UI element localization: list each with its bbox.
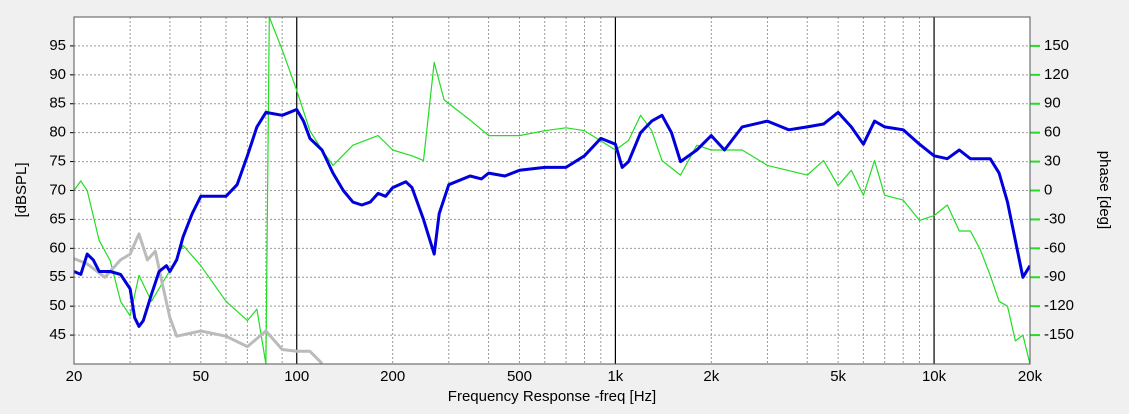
y-axis-label: [dBSPL] <box>13 162 30 217</box>
y-tick-label: 50 <box>49 297 66 314</box>
x-tick-label: 500 <box>507 368 532 385</box>
x-tick-label: 100 <box>284 368 309 385</box>
y-tick-label: 80 <box>49 124 66 141</box>
y2-tick-label: -120 <box>1044 297 1074 314</box>
x-tick-label: 200 <box>380 368 405 385</box>
y-tick-label: 45 <box>49 326 66 343</box>
y-tick-label: 95 <box>49 37 66 54</box>
series-line <box>74 17 1030 364</box>
y2-tick-label: 120 <box>1044 66 1069 83</box>
series-line <box>74 232 324 364</box>
y-tick-label: 90 <box>49 66 66 83</box>
plot-border <box>73 16 1031 365</box>
y2-tick-label: -150 <box>1044 326 1074 343</box>
series-line <box>74 108 1030 328</box>
x-tick-label: 5k <box>830 368 846 385</box>
x-tick-label: 20k <box>1018 368 1043 385</box>
x-tick-label: 2k <box>703 368 719 385</box>
y-tick-label: 60 <box>49 239 66 256</box>
x-axis-label: Frequency Response -freq [Hz] <box>448 388 656 405</box>
y2-tick-label: -90 <box>1044 268 1066 285</box>
y-tick-label: 75 <box>49 153 66 170</box>
y2-tick-label: -30 <box>1044 210 1066 227</box>
y2-tick-label: 30 <box>1044 153 1061 170</box>
y2-tick-label: -60 <box>1044 239 1066 256</box>
x-tick-label: 20 <box>66 368 83 385</box>
x-tick-label: 10k <box>922 368 947 385</box>
y2-axis-label: phase [deg] <box>1096 151 1113 229</box>
y2-tick-label: 150 <box>1044 37 1069 54</box>
y-tick-label: 85 <box>49 95 66 112</box>
y-tick-label: 55 <box>49 268 66 285</box>
y-tick-label: 65 <box>49 210 66 227</box>
y2-tick-label: 90 <box>1044 95 1061 112</box>
y2-tick-label: 60 <box>1044 124 1061 141</box>
x-tick-label: 50 <box>192 368 209 385</box>
y-tick-label: 70 <box>49 181 66 198</box>
y2-tick-label: 0 <box>1044 181 1052 198</box>
x-tick-label: 1k <box>607 368 623 385</box>
